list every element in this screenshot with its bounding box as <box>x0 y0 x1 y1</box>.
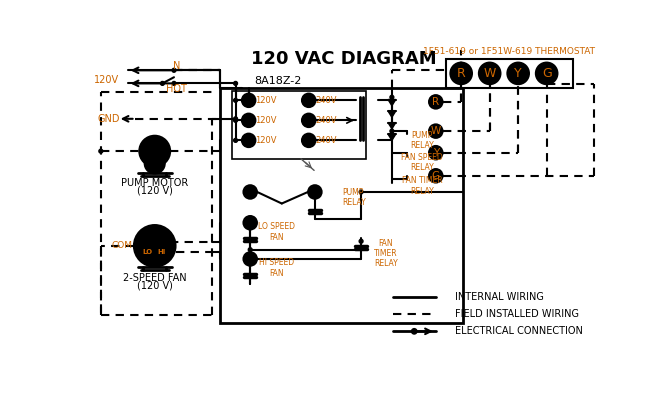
Text: L0: L0 <box>245 218 255 227</box>
Text: 120V: 120V <box>94 75 119 85</box>
Circle shape <box>302 114 316 127</box>
Circle shape <box>134 225 176 266</box>
Text: HI: HI <box>245 254 255 264</box>
Circle shape <box>139 136 170 166</box>
Circle shape <box>479 62 500 84</box>
Text: HI SPEED
FAN: HI SPEED FAN <box>259 259 294 278</box>
Text: COM: COM <box>112 241 133 251</box>
Text: PUMP
RELAY: PUMP RELAY <box>410 131 433 150</box>
Text: F2: F2 <box>304 136 314 145</box>
Circle shape <box>242 93 255 107</box>
Polygon shape <box>388 123 396 129</box>
Text: 120V: 120V <box>255 116 276 125</box>
Text: F2: F2 <box>243 136 254 145</box>
Text: HI: HI <box>157 249 165 255</box>
Text: Y: Y <box>433 147 439 158</box>
Text: GND: GND <box>97 114 120 124</box>
Bar <box>232 91 366 159</box>
Text: FAN SPEED
RELAY: FAN SPEED RELAY <box>401 153 443 172</box>
Text: N: N <box>173 61 180 71</box>
Circle shape <box>172 81 176 85</box>
Text: 2-SPEED FAN: 2-SPEED FAN <box>123 273 186 283</box>
Text: 240V: 240V <box>315 96 336 105</box>
Text: (120 V): (120 V) <box>137 186 173 195</box>
Bar <box>446 59 573 88</box>
Circle shape <box>429 124 443 138</box>
Text: P2: P2 <box>304 116 314 125</box>
Circle shape <box>161 81 164 85</box>
Text: N: N <box>245 96 252 105</box>
Circle shape <box>429 95 443 109</box>
Text: PUMP
RELAY: PUMP RELAY <box>342 188 366 207</box>
Circle shape <box>234 119 237 122</box>
Circle shape <box>242 114 255 127</box>
Polygon shape <box>388 100 396 106</box>
Text: W: W <box>484 67 496 80</box>
Circle shape <box>429 169 443 183</box>
Circle shape <box>242 133 255 147</box>
Text: PUMP MOTOR: PUMP MOTOR <box>121 178 188 188</box>
Text: L1: L1 <box>245 187 255 197</box>
Circle shape <box>243 185 257 199</box>
Text: 1F51-619 or 1F51W-619 THERMOSTAT: 1F51-619 or 1F51W-619 THERMOSTAT <box>423 47 596 56</box>
Circle shape <box>249 248 252 252</box>
Text: W: W <box>431 126 441 136</box>
Text: 120V: 120V <box>255 136 276 145</box>
Circle shape <box>243 252 257 266</box>
Circle shape <box>172 68 176 72</box>
Text: R: R <box>457 67 466 80</box>
Text: L2: L2 <box>304 96 314 105</box>
Circle shape <box>147 230 162 246</box>
Circle shape <box>234 138 237 142</box>
Text: Y: Y <box>515 67 522 80</box>
Circle shape <box>390 129 394 133</box>
Circle shape <box>302 133 316 147</box>
Circle shape <box>429 146 443 160</box>
Circle shape <box>359 190 363 194</box>
Text: (120 V): (120 V) <box>137 281 173 291</box>
Text: 8A18Z-2: 8A18Z-2 <box>254 76 302 86</box>
Text: INTERNAL WIRING: INTERNAL WIRING <box>455 292 544 303</box>
Text: FAN
TIMER
RELAY: FAN TIMER RELAY <box>374 239 397 269</box>
Circle shape <box>359 239 363 243</box>
Circle shape <box>234 117 237 121</box>
Text: LO SPEED
FAN: LO SPEED FAN <box>258 222 295 242</box>
Text: 240V: 240V <box>315 116 336 125</box>
Text: 240V: 240V <box>315 136 336 145</box>
Circle shape <box>234 81 237 85</box>
Text: HOT: HOT <box>166 84 187 94</box>
Circle shape <box>507 62 529 84</box>
Circle shape <box>234 98 237 102</box>
Text: P2: P2 <box>243 116 254 125</box>
Text: P1: P1 <box>310 187 320 197</box>
Polygon shape <box>388 111 396 117</box>
Circle shape <box>243 216 257 230</box>
Text: R: R <box>432 97 440 107</box>
Circle shape <box>450 62 472 84</box>
Text: FAN TIMER
RELAY: FAN TIMER RELAY <box>401 176 442 196</box>
Circle shape <box>140 244 155 260</box>
Text: G: G <box>431 171 440 181</box>
Polygon shape <box>388 134 396 140</box>
Circle shape <box>145 153 165 173</box>
Circle shape <box>302 93 316 107</box>
Text: FIELD INSTALLED WIRING: FIELD INSTALLED WIRING <box>455 309 579 319</box>
Bar <box>220 88 463 323</box>
Circle shape <box>536 62 557 84</box>
Circle shape <box>308 185 322 199</box>
Circle shape <box>390 96 394 99</box>
Text: G: G <box>542 67 551 80</box>
Text: LO: LO <box>143 249 153 255</box>
Text: 120 VAC DIAGRAM: 120 VAC DIAGRAM <box>251 50 436 68</box>
Circle shape <box>411 328 417 334</box>
Text: 120V: 120V <box>255 96 276 105</box>
Circle shape <box>99 149 103 153</box>
Circle shape <box>154 244 170 260</box>
Text: ELECTRICAL CONNECTION: ELECTRICAL CONNECTION <box>455 326 583 336</box>
